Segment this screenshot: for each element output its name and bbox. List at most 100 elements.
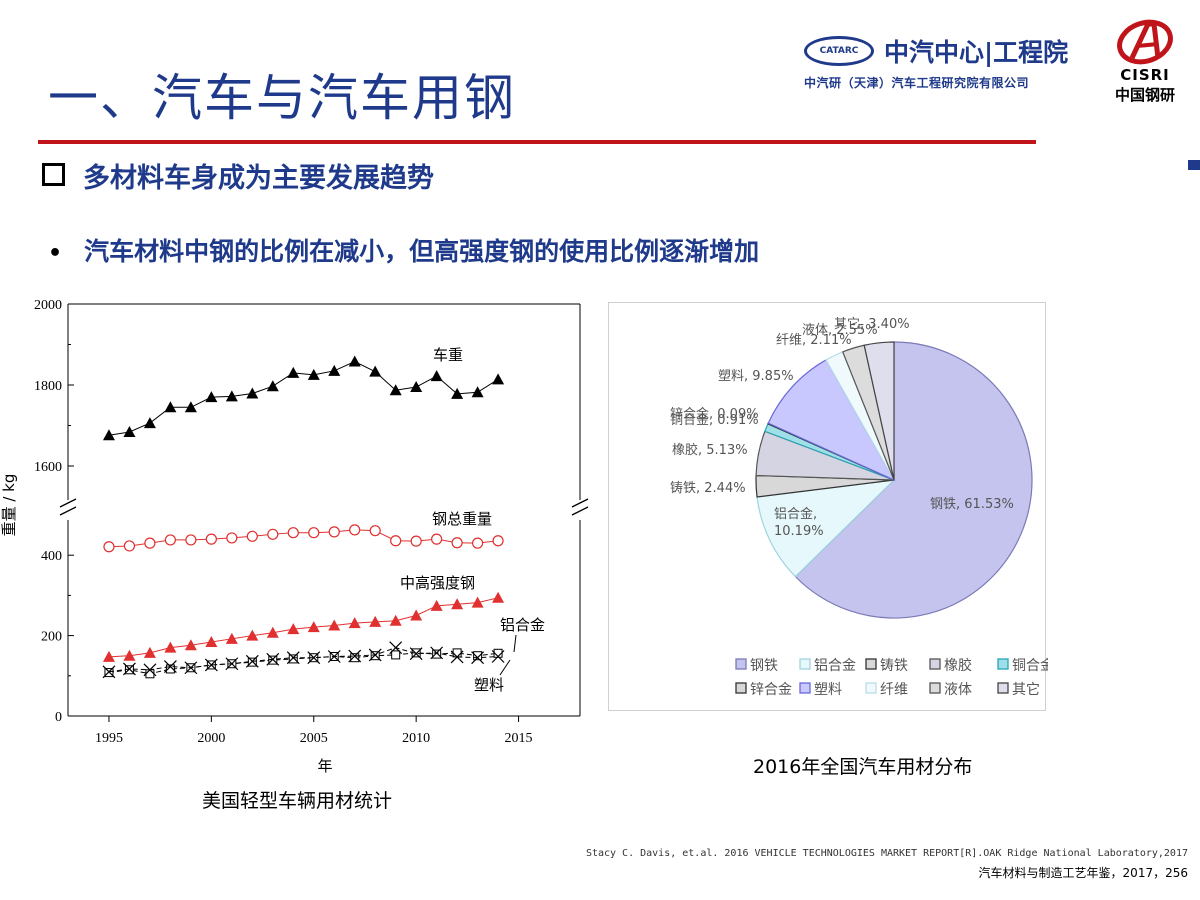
- series-label: 钢总重量: [432, 510, 492, 528]
- data-point: [225, 657, 239, 671]
- data-point: [369, 365, 382, 377]
- series-line: [108, 360, 499, 436]
- data-point: [164, 401, 177, 413]
- legend-item: 橡胶: [944, 657, 972, 674]
- data-point: [391, 650, 401, 660]
- data-point: [185, 534, 197, 546]
- data-point: [389, 614, 402, 626]
- data-point: [430, 370, 443, 382]
- legend-item: 钢铁: [750, 658, 778, 674]
- series-line: [108, 647, 499, 673]
- data-point: [165, 664, 175, 674]
- bullet-item: • 汽车材料中钢的比例在减小，但高强度钢的使用比例逐渐增加: [48, 232, 759, 268]
- pie-chart: 钢铁, 61.53% 铝合金, 10.19% 铸铁, 2.44% 橡胶, 5.13% 铜合…: [608, 302, 1048, 711]
- pie-label: 纤维, 2.11%: [776, 333, 852, 348]
- data-point: [246, 387, 259, 399]
- pie-slice-钢铁: [794, 341, 1033, 619]
- series-0: [102, 355, 505, 441]
- data-point: [102, 665, 116, 679]
- series-label: 中高强度钢: [400, 574, 475, 592]
- y-tick-label: 0: [55, 710, 62, 725]
- data-point: [307, 651, 321, 665]
- y-tick-label: 1800: [34, 379, 62, 394]
- data-point: [431, 533, 443, 545]
- legend-item: 铸铁: [880, 658, 908, 674]
- data-point: [123, 662, 136, 676]
- pie-slice-铝合金: [756, 479, 896, 578]
- catarc-name: 中汽中心|工程院: [884, 38, 1069, 67]
- series-label: 车重: [433, 346, 463, 364]
- data-point: [123, 540, 136, 552]
- data-point: [492, 373, 505, 385]
- data-point: [432, 649, 442, 659]
- data-point: [143, 646, 156, 658]
- data-point: [452, 648, 462, 658]
- axis-break-mark: [571, 498, 589, 508]
- data-point: [287, 527, 299, 539]
- y-tick-label: 2000: [34, 298, 62, 313]
- x-tick-label: 2005: [300, 731, 328, 746]
- data-point: [348, 649, 362, 663]
- legend-swatch: [865, 658, 877, 670]
- data-point: [308, 527, 320, 539]
- cisri-emblem-icon: [1117, 19, 1173, 65]
- data-point: [123, 425, 136, 437]
- data-point: [369, 525, 381, 537]
- section-heading-text: 多材料车身成为主要发展趋势: [83, 163, 434, 194]
- data-point: [350, 653, 360, 663]
- y-tick-label: 1600: [34, 460, 62, 475]
- x-axis-title: 年: [317, 757, 332, 775]
- data-point: [348, 355, 361, 367]
- bullet-dot-icon: •: [48, 241, 63, 266]
- y-axis-title: 重量 / kg: [0, 474, 18, 537]
- y-tick-label: 400: [41, 549, 62, 564]
- slide-title: 一、汽车与汽车用钢: [48, 69, 516, 127]
- cisri-cn: 中国钢研: [1114, 86, 1175, 104]
- pie-label: 铜合金, 0.91%: [670, 412, 759, 428]
- pie-label: 其它, 3.40%: [834, 316, 910, 332]
- data-point: [225, 390, 238, 402]
- data-point: [307, 368, 320, 380]
- left-chart-caption: 美国轻型车辆用材统计: [202, 790, 393, 812]
- section-heading: 多材料车身成为主要发展趋势: [38, 156, 434, 195]
- cisri-en: CISRI: [1120, 66, 1170, 84]
- data-point: [143, 663, 157, 677]
- data-point: [205, 636, 218, 648]
- data-point: [390, 535, 402, 547]
- pie-label: 塑料, 9.85%: [718, 369, 794, 384]
- data-point: [410, 535, 422, 547]
- data-point: [430, 646, 444, 660]
- data-point: [164, 641, 177, 653]
- data-point: [349, 524, 361, 536]
- data-point: [205, 391, 218, 403]
- series-label: 塑料: [474, 676, 504, 694]
- data-point: [286, 651, 300, 665]
- data-point: [288, 654, 298, 664]
- legend-swatch: [929, 658, 941, 670]
- pie-label: 铝合金,: [774, 506, 817, 522]
- data-point: [266, 380, 279, 392]
- legend-item: 铜合金: [1012, 658, 1048, 674]
- data-point: [389, 384, 402, 396]
- data-point: [246, 629, 259, 641]
- data-point: [143, 417, 156, 429]
- series-label: 铝合金: [500, 616, 545, 634]
- data-point: [450, 650, 464, 664]
- pie-label: 10.19%: [774, 524, 824, 539]
- data-point: [491, 650, 505, 663]
- x-tick-label: 2010: [402, 731, 430, 746]
- legend-swatch: [799, 682, 811, 694]
- legend-item: 液体: [944, 682, 972, 698]
- x-tick-label: 1995: [95, 731, 123, 746]
- catarc-emblem-icon: CATARC: [804, 36, 874, 66]
- data-point: [103, 541, 115, 553]
- data-point: [451, 387, 464, 399]
- data-point: [245, 654, 259, 668]
- data-point: [225, 632, 238, 644]
- data-point: [471, 651, 485, 665]
- data-point: [102, 650, 115, 662]
- legend-item: 纤维: [880, 682, 908, 698]
- legend-swatch: [799, 658, 811, 670]
- pie-label: 锌合金, 0.09%: [670, 406, 759, 422]
- x-tick-label: 2015: [505, 731, 533, 746]
